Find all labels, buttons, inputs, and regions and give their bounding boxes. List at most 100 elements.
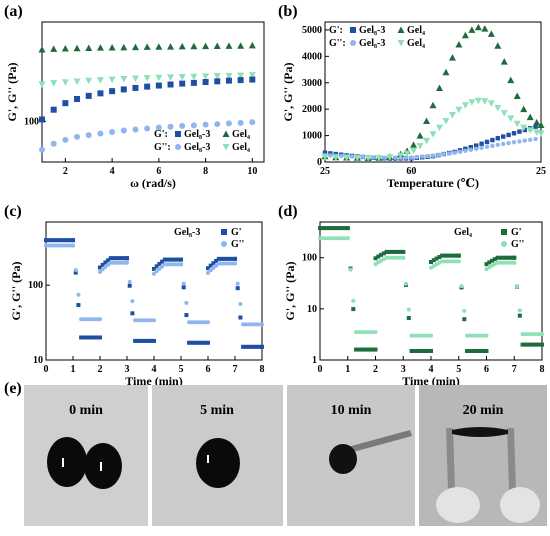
data-point (512, 255, 517, 260)
data-point (73, 44, 81, 52)
data-point (157, 266, 162, 271)
x-tick-label: 60 (406, 166, 416, 177)
data-point (339, 153, 344, 159)
data-point (131, 43, 139, 51)
data-point (509, 255, 514, 260)
data-point (206, 320, 210, 325)
data-point (100, 267, 105, 272)
data-point (429, 348, 433, 353)
data-point (38, 45, 46, 53)
data-point (213, 42, 221, 49)
data-point (468, 147, 473, 152)
legend-entry: G' (511, 227, 522, 238)
data-point (155, 74, 163, 82)
data-point (342, 226, 347, 231)
data-point (468, 99, 476, 106)
data-point (219, 256, 224, 261)
data-point (206, 266, 210, 271)
data-point (531, 342, 536, 347)
data-point (431, 258, 436, 263)
data-point (246, 344, 251, 349)
data-point (426, 333, 431, 338)
x-tick-label: 0 (318, 364, 323, 375)
data-point (417, 333, 422, 338)
data-point (356, 330, 361, 335)
data-point (523, 332, 528, 337)
legend-entry: Gel₈-3 (359, 38, 385, 49)
data-point (434, 256, 439, 261)
data-point (100, 262, 105, 267)
data-point (154, 264, 159, 269)
x-tick-label: 7 (233, 364, 238, 375)
data-point (425, 153, 430, 159)
data-point (429, 333, 433, 338)
data-point (522, 127, 527, 133)
y-tick-label: 10 (307, 304, 317, 315)
data-point (487, 260, 492, 265)
chart-c-strain-recovery-gel8-3: 0 1 2 3 4 5 6 7 8 10 100 Time (min) G', G'' (Pa) Gel₈… (9, 221, 265, 388)
data-point (254, 344, 259, 349)
data-point (479, 141, 484, 146)
y-tick-label: 100 (24, 116, 39, 127)
data-point (208, 263, 213, 268)
data-point (50, 140, 57, 147)
data-point (465, 333, 470, 338)
data-point (184, 313, 189, 318)
data-point (329, 236, 334, 241)
data-point (106, 258, 111, 263)
glove-hand-left (436, 487, 480, 523)
data-point (474, 97, 482, 105)
y-axis-label: G', G'' (Pa) (5, 63, 19, 122)
data-point (52, 238, 57, 243)
photo-20min: 20 min (419, 385, 547, 526)
data-point (155, 124, 162, 131)
legend-entry: Gel₄ (407, 25, 425, 36)
y-tick-label: 10 (33, 355, 43, 366)
data-point (478, 333, 483, 338)
data-point (214, 121, 221, 128)
data-point (470, 333, 475, 338)
data-point (157, 261, 162, 266)
data-point (398, 255, 403, 260)
data-point (386, 154, 394, 161)
legend-row-label: G'': (329, 38, 346, 49)
data-point (513, 92, 521, 99)
data-point (141, 338, 146, 343)
data-point (251, 344, 256, 349)
data-point (130, 311, 135, 316)
data-point (224, 256, 229, 261)
data-point (173, 257, 178, 262)
legend-entry: Gel₄ (232, 129, 250, 140)
data-point (73, 270, 78, 275)
data-point (190, 73, 198, 81)
data-point (442, 118, 450, 125)
data-point (178, 74, 186, 81)
data-point (235, 286, 240, 291)
data-point (410, 141, 418, 148)
data-point (513, 120, 521, 128)
data-point (50, 45, 58, 52)
data-point (448, 253, 453, 258)
data-point (149, 338, 154, 343)
data-point (403, 150, 411, 158)
data-point (132, 126, 139, 133)
data-point (520, 332, 525, 337)
data-point (39, 116, 45, 123)
data-point (170, 257, 175, 262)
data-point (237, 77, 244, 84)
data-point (98, 335, 102, 340)
legend-entry: Gel₈-3 (184, 129, 210, 140)
y-axis-label: G', G'' (Pa) (283, 262, 297, 321)
data-point (461, 102, 469, 109)
data-point (474, 23, 482, 31)
data-point (176, 257, 181, 262)
data-point (365, 330, 370, 335)
data-point (467, 348, 472, 353)
data-point (44, 238, 48, 243)
data-point (404, 281, 409, 286)
data-point (416, 132, 424, 139)
data-point (187, 340, 192, 345)
data-point (125, 256, 129, 261)
data-point (318, 226, 322, 231)
data-point (76, 292, 81, 297)
